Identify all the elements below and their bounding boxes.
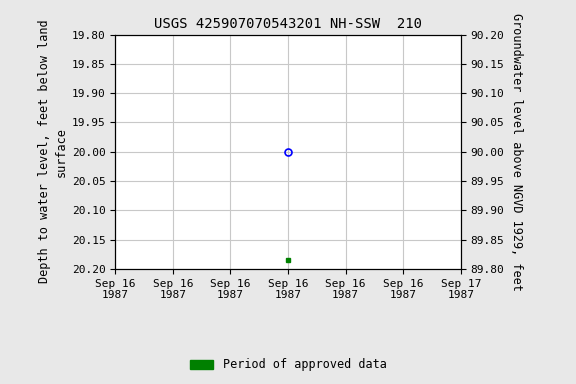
Legend: Period of approved data: Period of approved data — [185, 354, 391, 376]
Title: USGS 425907070543201 NH-SSW  210: USGS 425907070543201 NH-SSW 210 — [154, 17, 422, 31]
Y-axis label: Groundwater level above NGVD 1929, feet: Groundwater level above NGVD 1929, feet — [510, 13, 523, 291]
Y-axis label: Depth to water level, feet below land
surface: Depth to water level, feet below land su… — [37, 20, 67, 283]
